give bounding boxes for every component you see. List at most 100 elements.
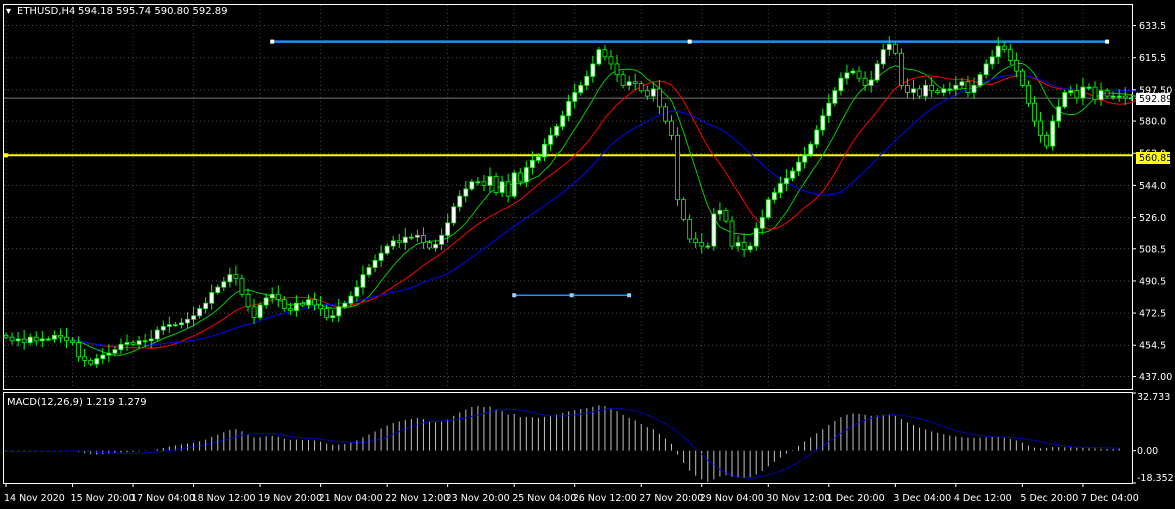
candle bbox=[554, 123, 559, 138]
candle bbox=[257, 302, 263, 320]
candle bbox=[1050, 115, 1056, 151]
candle bbox=[868, 70, 874, 93]
candle bbox=[1116, 89, 1122, 102]
candle bbox=[796, 156, 801, 176]
price-tick-label: 508.5 bbox=[1139, 244, 1166, 255]
candle bbox=[923, 79, 928, 101]
candle bbox=[517, 168, 523, 186]
time-tick-label: 18 Nov 12:00 bbox=[192, 493, 256, 504]
candle bbox=[275, 285, 281, 307]
candle bbox=[808, 141, 814, 158]
macd-signal-line bbox=[6, 407, 1120, 479]
candle bbox=[185, 312, 190, 329]
candle bbox=[76, 336, 81, 362]
candle bbox=[233, 265, 239, 286]
candle bbox=[505, 173, 511, 203]
time-tick-label: 21 Nov 04:00 bbox=[319, 493, 383, 504]
candle bbox=[1038, 111, 1043, 143]
time-tick-label: 27 Nov 20:00 bbox=[639, 493, 703, 504]
candle bbox=[402, 228, 408, 250]
grid bbox=[4, 5, 1132, 389]
candle bbox=[372, 254, 378, 273]
time-tick-label: 14 Nov 2020 bbox=[4, 493, 65, 504]
price-tick-label: 490.5 bbox=[1139, 276, 1166, 287]
candle bbox=[172, 322, 178, 327]
candle bbox=[64, 328, 69, 349]
candle bbox=[596, 46, 602, 67]
candle bbox=[850, 68, 856, 76]
candle bbox=[52, 330, 57, 343]
candle bbox=[45, 336, 51, 342]
macd-pane-frame bbox=[3, 392, 1133, 484]
candle bbox=[487, 167, 493, 193]
resistance-handle-0[interactable] bbox=[270, 39, 275, 44]
candle bbox=[463, 180, 469, 203]
candle bbox=[560, 110, 565, 131]
candle bbox=[221, 277, 227, 292]
candle bbox=[148, 329, 154, 349]
candle bbox=[136, 335, 142, 349]
candle bbox=[9, 332, 15, 345]
candle bbox=[1001, 42, 1007, 53]
candle bbox=[215, 284, 221, 295]
candle bbox=[493, 172, 499, 196]
candle bbox=[844, 64, 850, 85]
resistance-handle-2[interactable] bbox=[1105, 39, 1110, 44]
price-tick-label: 526.0 bbox=[1139, 213, 1166, 224]
candle bbox=[663, 103, 668, 125]
level-tag[interactable]: 560.85 bbox=[1139, 153, 1172, 164]
candle bbox=[759, 209, 765, 235]
candle bbox=[1098, 82, 1104, 107]
candle bbox=[1020, 68, 1025, 88]
symbol-arrow-icon[interactable]: ▾ bbox=[6, 6, 11, 17]
candle bbox=[33, 331, 39, 346]
candle bbox=[905, 78, 910, 99]
macd-tick-label: -18.352 bbox=[1137, 473, 1174, 484]
candle bbox=[263, 293, 269, 309]
time-tick-label: 30 Nov 12:00 bbox=[766, 493, 830, 504]
candle bbox=[439, 228, 445, 250]
candle bbox=[753, 222, 759, 251]
candle bbox=[693, 232, 699, 249]
resistance-handle-1[interactable] bbox=[687, 39, 692, 44]
price-axis: 633.5615.5597.50580.0562.0544.0526.0508.… bbox=[1132, 21, 1174, 484]
time-tick-label: 5 Dec 20:00 bbox=[1020, 493, 1078, 504]
candle bbox=[88, 357, 94, 367]
candle bbox=[1007, 43, 1013, 66]
candle bbox=[1122, 86, 1128, 106]
time-tick-label: 15 Nov 20:00 bbox=[71, 493, 135, 504]
candle bbox=[1128, 94, 1134, 101]
candle bbox=[953, 76, 959, 97]
candle bbox=[354, 280, 360, 302]
candle bbox=[499, 175, 505, 198]
candle bbox=[330, 309, 336, 323]
candle bbox=[324, 304, 330, 321]
candle bbox=[82, 348, 88, 367]
time-tick-label: 7 Dec 04:00 bbox=[1081, 493, 1139, 504]
level-handle[interactable] bbox=[4, 153, 8, 158]
candle bbox=[445, 213, 451, 243]
candle bbox=[632, 73, 638, 91]
macd-tick-label: 0.00 bbox=[1137, 446, 1158, 457]
candle bbox=[771, 187, 777, 204]
candle bbox=[469, 179, 475, 192]
candle bbox=[862, 71, 868, 91]
candle bbox=[820, 108, 826, 136]
candle bbox=[293, 295, 299, 317]
support-handle-1[interactable] bbox=[569, 293, 574, 298]
candle bbox=[390, 235, 396, 250]
candle bbox=[251, 298, 257, 324]
time-tick-label: 1 Dec 20:00 bbox=[827, 493, 885, 504]
candle bbox=[917, 85, 922, 100]
candle bbox=[94, 353, 100, 368]
candle bbox=[608, 49, 614, 70]
candle bbox=[699, 233, 705, 254]
candle bbox=[1056, 98, 1062, 128]
ma-slow-line bbox=[5, 74, 1138, 347]
support-handle-2[interactable] bbox=[627, 293, 632, 298]
price-tick-label: 544.0 bbox=[1139, 181, 1166, 192]
price-tick-label: 437.00 bbox=[1139, 372, 1172, 383]
support-handle-0[interactable] bbox=[512, 293, 517, 298]
ma-fast-line bbox=[5, 63, 1138, 356]
